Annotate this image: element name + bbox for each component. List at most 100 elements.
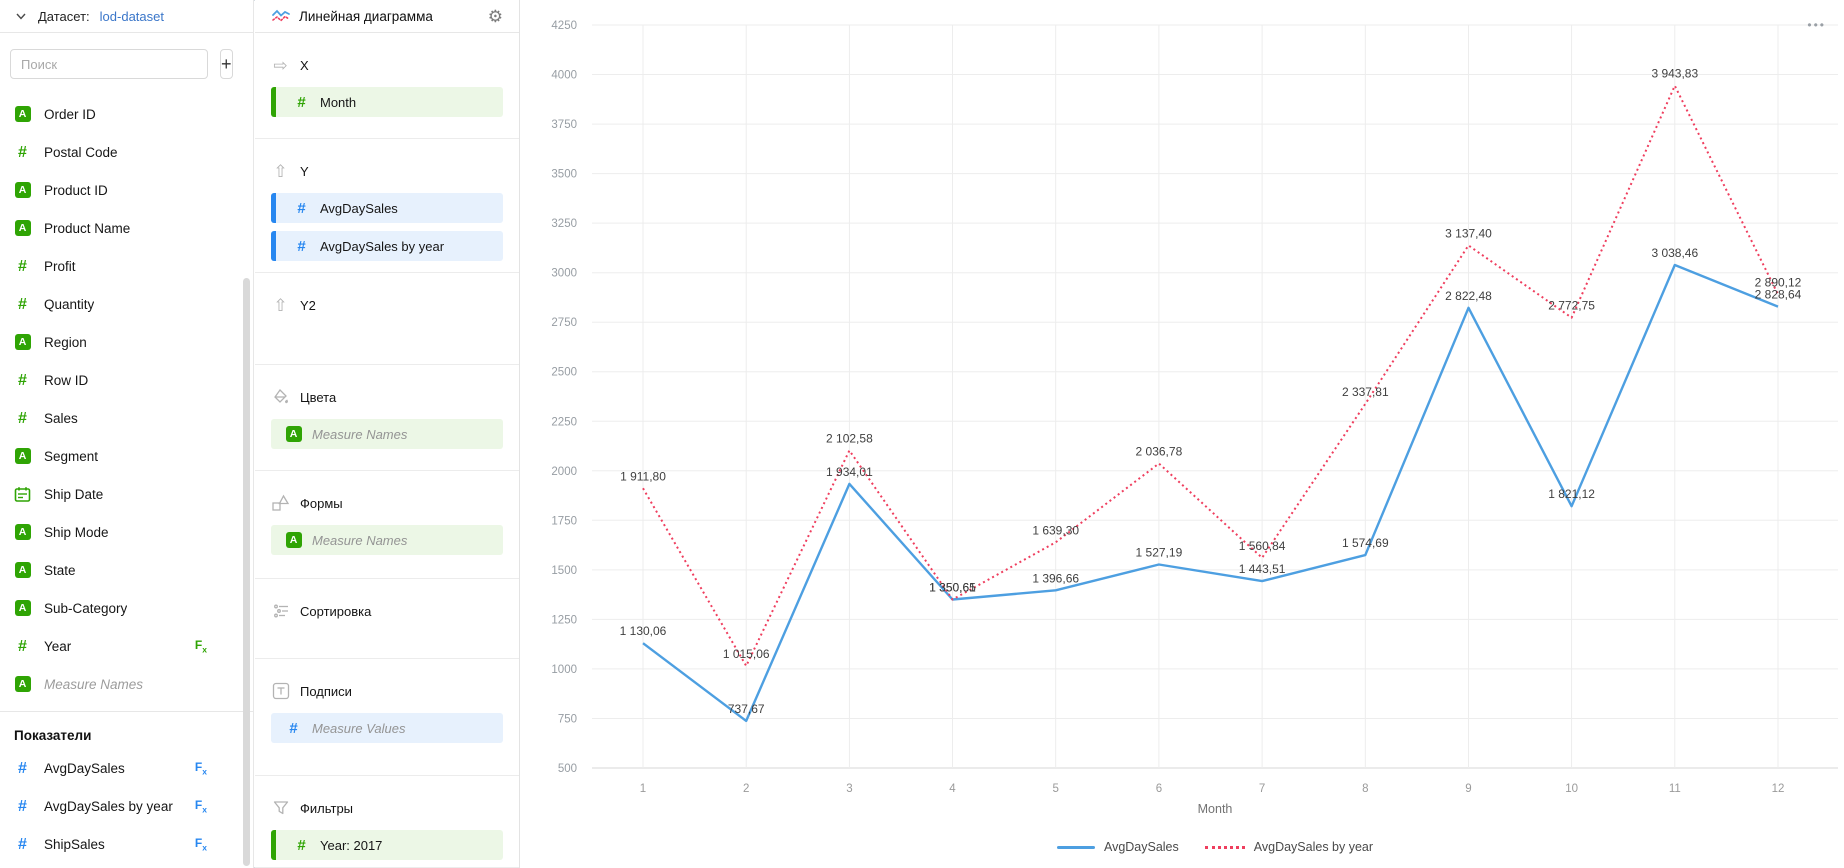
collapse-chevron-icon[interactable] [14,9,28,23]
field-item-product-id[interactable]: A Product ID [0,171,253,209]
chip-label: AvgDaySales [320,200,398,216]
number-field-icon: # [18,409,27,427]
chip-avgdaysales-by-year[interactable]: # AvgDaySales by year [271,231,503,261]
data-label: 3 943,83 [1651,67,1698,81]
x-tick-label: 2 [743,783,749,795]
field-label: Postal Code [44,144,118,160]
field-label: Year [44,638,72,654]
section-colors: Цвета A Measure Names [255,365,519,471]
field-item-quantity[interactable]: # Quantity [0,285,253,323]
text-field-icon: A [285,426,302,442]
legend-swatch [1056,845,1095,849]
field-item-product-name[interactable]: A Product Name [0,209,253,247]
field-item-row-id[interactable]: # Row ID [0,361,253,399]
formula-icon: Fx [194,835,207,853]
field-item-segment[interactable]: A Segment [0,437,253,475]
arrow-up-icon: ⇧ [273,295,288,315]
chip-measure-names[interactable]: A Measure Names [271,525,503,555]
field-item-postal-code[interactable]: # Postal Code [0,133,253,171]
field-label: Product ID [44,182,108,198]
data-label: 737,67 [728,702,765,716]
section-labels: Подписи # Measure Values [255,659,519,776]
settings-gear-icon[interactable]: ⚙ [487,6,503,26]
data-label: 2 822,48 [1445,289,1492,303]
field-item-order-id[interactable]: A Order ID [0,95,253,133]
field-item-profit[interactable]: # Profit [0,247,253,285]
x-tick-label: 5 [1052,783,1058,795]
sidebar-scrollbar[interactable] [243,278,250,866]
section-label: Фильтры [300,800,354,816]
section-head-colors: Цвета [271,387,503,407]
y-tick-label: 3500 [551,169,577,181]
y-tick-label: 1250 [551,614,577,626]
field-label: Segment [44,448,99,464]
search-input[interactable] [10,49,208,79]
x-axis-title: Month [1198,802,1233,816]
chip-label: Measure Names [312,532,408,548]
measure-list: # AvgDaySales Fx # AvgDaySales by year F… [0,749,253,863]
chip-year-2017[interactable]: # Year: 2017 [271,830,503,860]
dataset-name-link[interactable]: lod-dataset [99,8,164,24]
section-label: Y2 [300,297,316,313]
chart-menu-icon[interactable]: ••• [1807,18,1826,32]
series-line-avgdaysales[interactable] [642,263,1779,723]
section-label: Цвета [300,389,337,405]
field-item-sales[interactable]: # Sales [0,399,253,437]
chip-avgdaysales[interactable]: # AvgDaySales [271,193,503,223]
legend-item-avgdaysales[interactable]: AvgDaySales [1056,840,1179,854]
shapes-icon [272,494,290,511]
arrow-right-icon: ⇨ [273,55,288,75]
y-tick-label: 2750 [551,317,577,329]
x-tick-label: 11 [1669,783,1681,795]
data-label: 1 130,06 [620,624,667,638]
measure-item-shipsales[interactable]: # ShipSales Fx [0,825,253,863]
number-field-icon: # [297,836,306,854]
data-label: 1 396,66 [1032,571,1079,585]
field-label: Ship Mode [44,524,109,540]
number-field-icon: # [18,637,27,655]
series-line-avgdaysales-by-year[interactable] [642,84,1779,667]
number-field-icon: # [18,797,27,815]
chip-accent-bar [271,87,276,117]
measures-divider [0,711,253,712]
x-tick-label: 4 [949,783,956,795]
text-field-icon: A [14,676,31,692]
sort-icon [273,604,288,618]
field-item-year[interactable]: # Year Fx [0,627,253,665]
text-field-icon: A [14,106,31,122]
section-label: X [300,57,309,73]
number-field-icon: # [297,237,306,255]
chart-legend: AvgDaySales AvgDaySales by year [592,840,1838,854]
x-tick-label: 12 [1772,783,1785,795]
data-label: 1 350,61 [929,581,976,595]
chart-config-panel: Линейная диаграмма ⚙ ⇨ X # Month ⇧ Y # A… [255,0,520,868]
field-item-measure-names[interactable]: A Measure Names [0,665,253,703]
number-field-icon: # [18,143,27,161]
field-item-state[interactable]: A State [0,551,253,589]
field-label: Profit [44,258,76,274]
data-label: 1 934,01 [826,465,873,479]
add-field-button[interactable]: + [220,49,233,79]
section-label: Формы [300,495,343,511]
chip-accent-bar [271,193,276,223]
field-item-sub-category[interactable]: A Sub-Category [0,589,253,627]
x-tick-label: 3 [846,783,852,795]
field-item-ship-mode[interactable]: A Ship Mode [0,513,253,551]
chip-measure-values[interactable]: # Measure Values [271,713,503,743]
legend-label: AvgDaySales by year [1253,840,1374,854]
chip-measure-names[interactable]: A Measure Names [271,419,503,449]
chip-month[interactable]: # Month [271,87,503,117]
dataset-header: Датасет: lod-dataset [0,0,253,33]
measure-item-avgdaysales-by-year[interactable]: # AvgDaySales by year Fx [0,787,253,825]
data-label: 1 527,19 [1136,546,1183,560]
field-item-ship-date[interactable]: Ship Date [0,475,253,513]
section-head-sort: Сортировка [271,601,503,621]
field-item-region[interactable]: A Region [0,323,253,361]
text-field-icon: A [14,600,31,616]
text-field-icon: A [14,182,31,198]
data-label: 2 102,58 [826,432,873,446]
number-field-icon: # [297,93,306,111]
measure-item-avgdaysales[interactable]: # AvgDaySales Fx [0,749,253,787]
y-tick-label: 750 [558,714,577,726]
legend-item-avgdaysales-by-year[interactable]: AvgDaySales by year [1204,840,1374,854]
